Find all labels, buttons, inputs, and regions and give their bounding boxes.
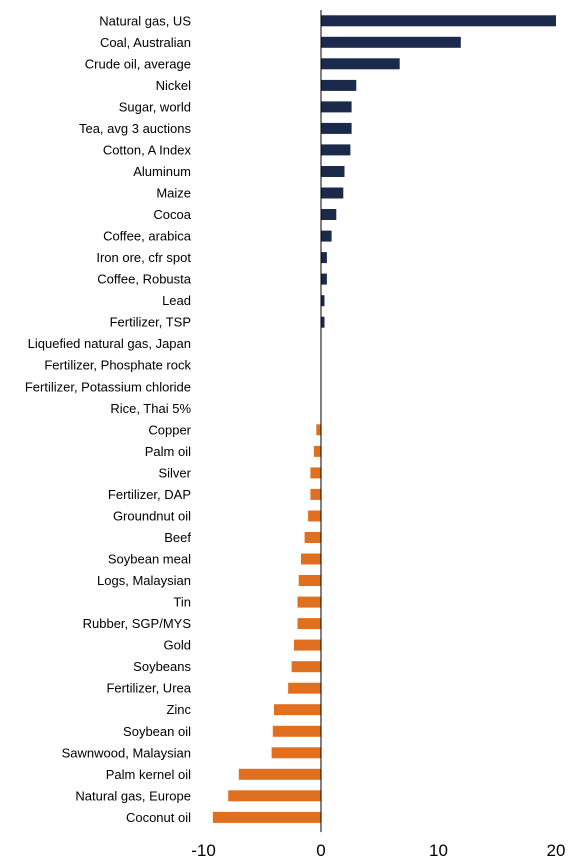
bar — [297, 618, 321, 630]
bar — [321, 187, 344, 199]
bar — [274, 704, 321, 716]
x-tick-label: 0 — [316, 841, 325, 860]
category-label: Palm oil — [145, 444, 191, 459]
category-label: Nickel — [156, 78, 192, 93]
bar — [308, 510, 321, 522]
x-tick-label: 20 — [547, 841, 566, 860]
bar — [271, 747, 321, 759]
bar — [321, 79, 357, 91]
bar — [304, 532, 321, 543]
bar — [321, 58, 400, 70]
bar — [272, 725, 321, 737]
category-label: Groundnut oil — [113, 509, 191, 524]
bar — [321, 101, 352, 113]
category-label: Soybean meal — [108, 552, 191, 567]
bar — [321, 122, 352, 134]
category-label: Coffee, arabica — [103, 229, 192, 244]
category-label: Natural gas, Europe — [75, 788, 191, 803]
x-tick-label: -10 — [191, 841, 216, 860]
bar — [321, 15, 556, 27]
category-label: Cocoa — [153, 207, 191, 222]
category-label: Copper — [148, 422, 191, 437]
category-label: Soybean oil — [123, 724, 191, 739]
bar — [228, 790, 321, 802]
category-label: Liquefied natural gas, Japan — [28, 336, 191, 351]
bar — [321, 230, 332, 242]
bar — [321, 209, 337, 220]
category-label: Fertilizer, Phosphate rock — [44, 358, 191, 373]
category-label: Soybeans — [133, 659, 191, 674]
category-label: Logs, Malaysian — [97, 573, 191, 588]
category-label: Tea, avg 3 auctions — [79, 121, 192, 136]
bar — [321, 144, 351, 156]
category-label: Maize — [156, 186, 191, 201]
bar — [212, 811, 321, 823]
bar — [313, 445, 321, 457]
category-label: Tin — [173, 595, 191, 610]
bar — [298, 575, 321, 586]
category-label: Coal, Australian — [100, 35, 191, 50]
bar — [321, 316, 325, 328]
category-label: Coconut oil — [126, 810, 191, 825]
category-label: Rubber, SGP/MYS — [83, 616, 192, 631]
bar — [294, 639, 321, 651]
category-label: Gold — [164, 638, 191, 653]
category-label: Aluminum — [133, 164, 191, 179]
bar — [316, 424, 321, 436]
category-label: Iron ore, cfr spot — [96, 250, 191, 265]
bar — [310, 488, 321, 500]
category-label: Rice, Thai 5% — [110, 401, 191, 416]
bar — [297, 596, 321, 608]
bar — [288, 682, 321, 694]
category-label: Fertilizer, TSP — [110, 315, 191, 330]
category-label: Palm kernel oil — [106, 767, 191, 782]
category-label: Coffee, Robusta — [97, 272, 191, 287]
category-label: Fertilizer, Urea — [106, 681, 191, 696]
category-label: Natural gas, US — [99, 13, 191, 28]
bar — [321, 295, 325, 307]
bar — [291, 661, 321, 673]
bar — [238, 768, 322, 780]
category-label: Fertilizer, Potassium chloride — [25, 379, 191, 394]
category-label: Cotton, A Index — [103, 142, 192, 157]
category-label: Fertilizer, DAP — [108, 487, 191, 502]
category-label: Beef — [164, 530, 191, 545]
bar — [321, 252, 327, 264]
category-label: Lead — [162, 293, 191, 308]
bar — [301, 553, 321, 565]
bar — [321, 273, 327, 285]
bar — [310, 467, 321, 479]
category-label: Zinc — [166, 702, 191, 717]
bar — [321, 166, 345, 177]
bar — [321, 36, 461, 48]
category-label: Sugar, world — [119, 99, 191, 114]
x-tick-label: 10 — [429, 841, 448, 860]
category-label: Silver — [158, 465, 191, 480]
category-label: Sawnwood, Malaysian — [62, 745, 191, 760]
category-label: Crude oil, average — [85, 56, 191, 71]
